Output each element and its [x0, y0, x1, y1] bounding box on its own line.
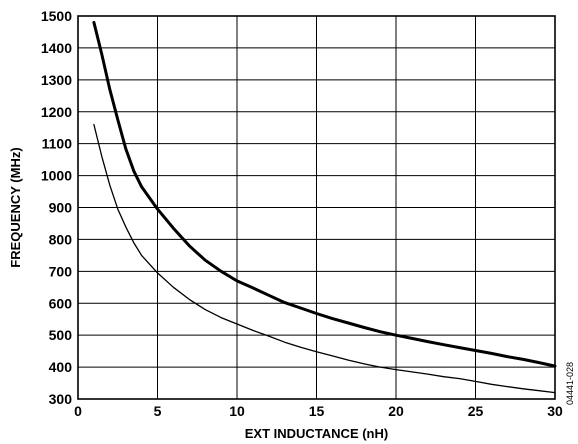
x-tick-label: 15	[309, 403, 325, 419]
x-tick-label: 25	[468, 403, 484, 419]
x-tick-label: 20	[388, 403, 404, 419]
x-tick-label: 5	[154, 403, 162, 419]
y-tick-labels: 300 400 500 600 700 800 900 1000 1100 1200 1300 140…	[41, 8, 72, 407]
x-tick-label: 30	[547, 403, 563, 419]
y-tick-label: 1100	[42, 136, 73, 152]
y-tick-label: 1500	[41, 8, 72, 24]
y-tick-label: 700	[49, 263, 73, 279]
x-tick-label: 10	[229, 403, 245, 419]
y-tick-label: 800	[49, 231, 73, 247]
series-line-thin	[93, 123, 556, 394]
plot-area-frame	[77, 15, 556, 400]
y-tick-label: 1400	[41, 40, 72, 56]
y-tick-label: 300	[49, 391, 73, 407]
y-axis-title: FREQUENCY (MHz)	[8, 147, 23, 267]
figure-id: 04441-028	[565, 362, 575, 405]
x-axis-title: EXT INDUCTANCE (nH)	[245, 426, 388, 441]
grid	[77, 15, 556, 400]
series-line-thick	[92, 20, 557, 368]
x-tick-label: 0	[74, 403, 82, 419]
series-lines	[92, 20, 557, 394]
y-tick-label: 1300	[41, 72, 72, 88]
y-tick-label: 400	[49, 359, 73, 375]
x-tick-labels: 0 5 10 15 20 25 30	[74, 403, 563, 419]
y-tick-label: 1200	[41, 104, 72, 120]
y-tick-label: 600	[49, 295, 73, 311]
y-tick-label: 500	[49, 327, 73, 343]
y-tick-label: 1000	[41, 168, 72, 184]
y-tick-label: 900	[49, 200, 73, 216]
